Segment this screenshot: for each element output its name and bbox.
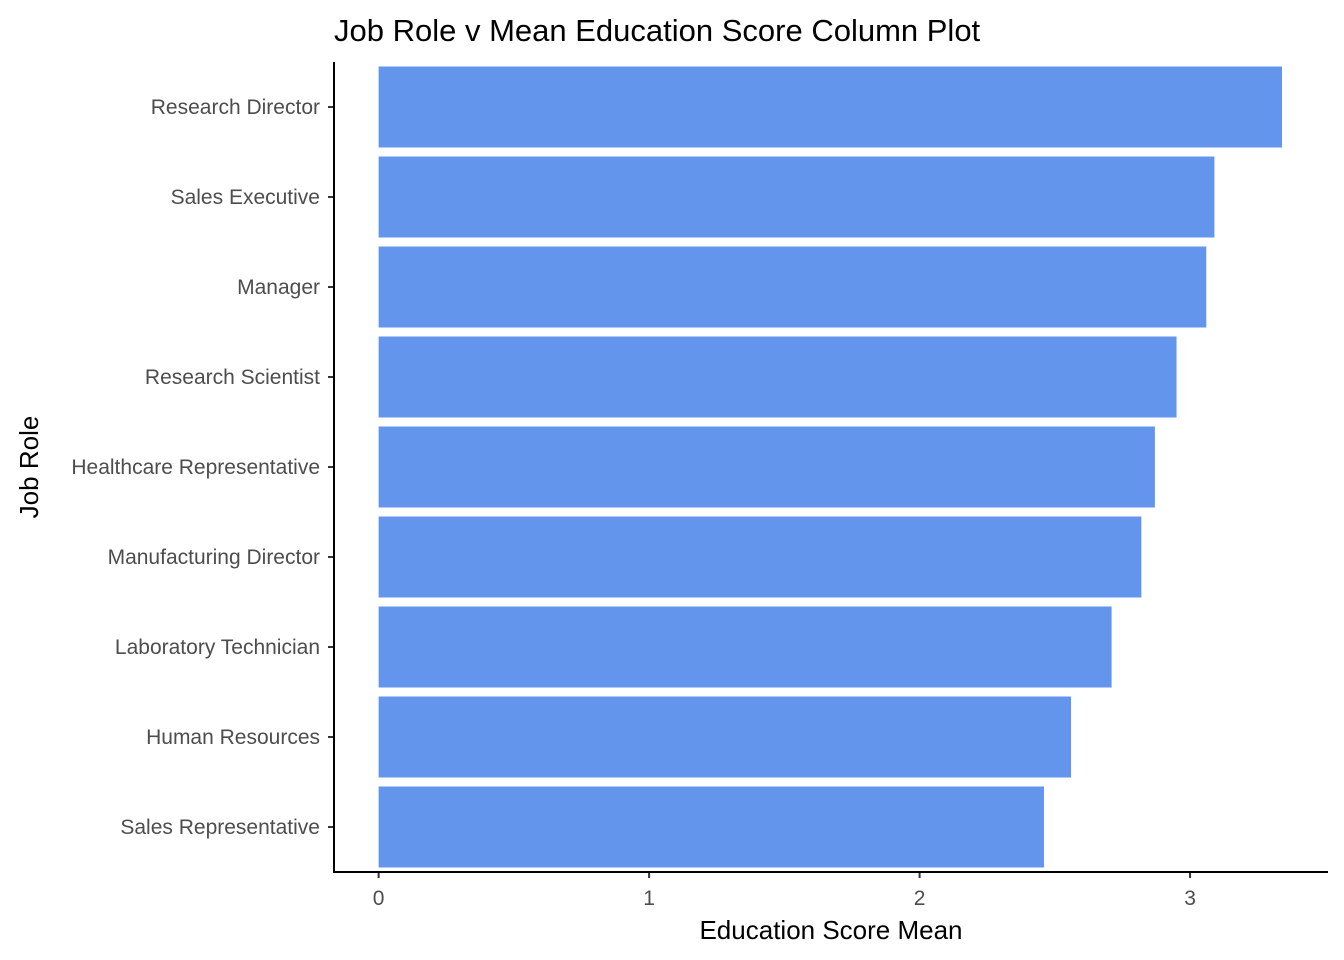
x-tick-label: 1	[643, 887, 655, 910]
x-tick-label: 2	[914, 887, 926, 910]
bar-sales-executive	[378, 156, 1215, 238]
y-tick-label: Healthcare Representative	[71, 456, 320, 479]
x-axis-title: Education Score Mean	[699, 915, 962, 945]
chart-title: Job Role v Mean Education Score Column P…	[334, 13, 981, 48]
bar-research-director	[378, 66, 1283, 148]
y-tick-label: Sales Representative	[120, 816, 320, 839]
x-tick-label: 3	[1184, 887, 1196, 910]
y-axis-ticks: Research Director Sales Executive Manager R…	[71, 96, 334, 839]
y-tick-label: Laboratory Technician	[115, 636, 320, 659]
x-tick-label: 0	[373, 887, 385, 910]
bar-manager	[378, 246, 1207, 328]
y-axis-title: Job Role	[14, 416, 44, 519]
bar-research-scientist	[378, 336, 1177, 418]
y-tick-label: Manager	[237, 276, 320, 299]
bar-healthcare-representative	[378, 426, 1155, 508]
y-tick-label: Sales Executive	[171, 186, 320, 209]
x-axis-ticks: 0 1 2 3	[373, 872, 1196, 910]
y-tick-label: Research Director	[151, 96, 320, 119]
y-tick-label: Research Scientist	[145, 366, 320, 389]
y-tick-label: Manufacturing Director	[108, 546, 320, 569]
y-tick-label: Human Resources	[146, 726, 320, 749]
bar-human-resources	[378, 696, 1072, 778]
bar-sales-representative	[378, 786, 1045, 868]
bars-group	[378, 66, 1283, 868]
bar-laboratory-technician	[378, 606, 1112, 688]
bar-manufacturing-director	[378, 516, 1142, 598]
